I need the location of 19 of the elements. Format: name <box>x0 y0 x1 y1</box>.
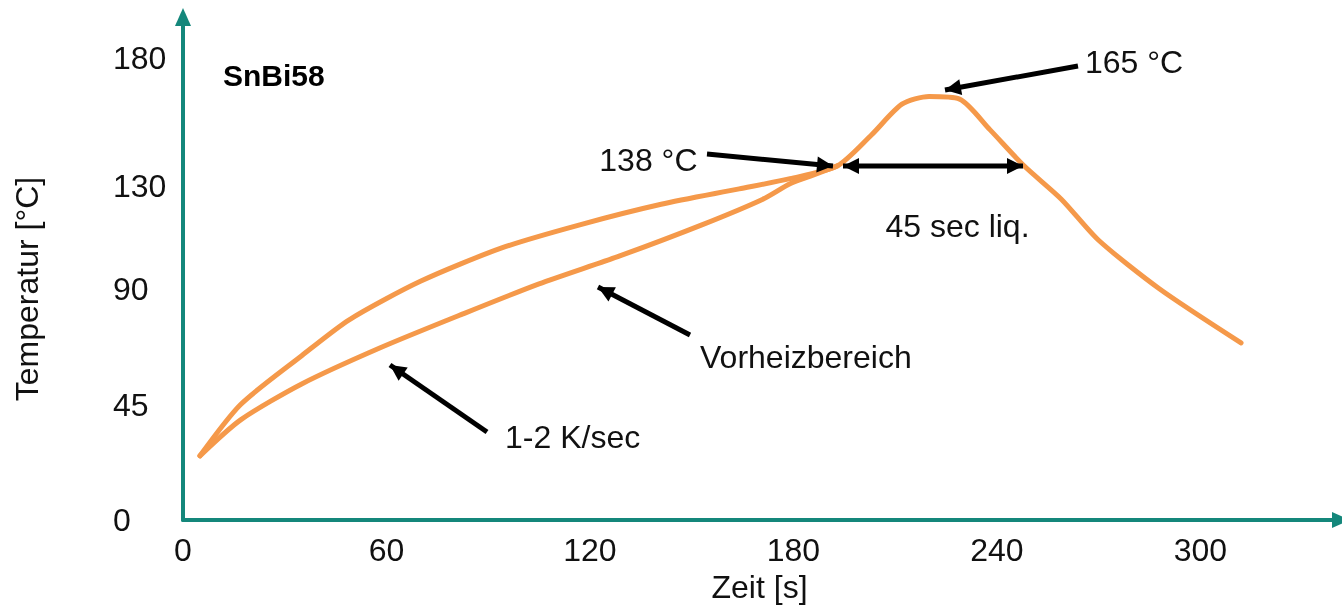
y-tick-label: 90 <box>113 271 149 307</box>
annotation: 1-2 K/sec <box>505 419 641 455</box>
y-tick-label: 45 <box>113 386 149 423</box>
chart-title: SnBi58 <box>223 58 325 92</box>
annotation: 45 sec liq. <box>885 207 1030 244</box>
x-tick-label: 180 <box>766 532 821 568</box>
y-tick-label: 130 <box>113 168 167 205</box>
y-tick-label: 0 <box>113 502 131 538</box>
annotation: Vorheizbereich <box>700 339 912 375</box>
annotation: 165 °C <box>1085 44 1184 80</box>
x-tick-label: 60 <box>368 532 405 568</box>
y-axis-title: Temperatur [°C] <box>9 176 45 402</box>
y-tick-label: 180 <box>113 40 167 76</box>
x-tick-label: 300 <box>1173 532 1228 568</box>
x-tick-label: 240 <box>970 532 1024 568</box>
annotation: 138 °C <box>599 141 698 178</box>
x-tick-label: 120 <box>563 532 617 568</box>
x-tick-label: 0 <box>174 532 192 568</box>
x-axis-title: Zeit [s] <box>711 568 808 605</box>
